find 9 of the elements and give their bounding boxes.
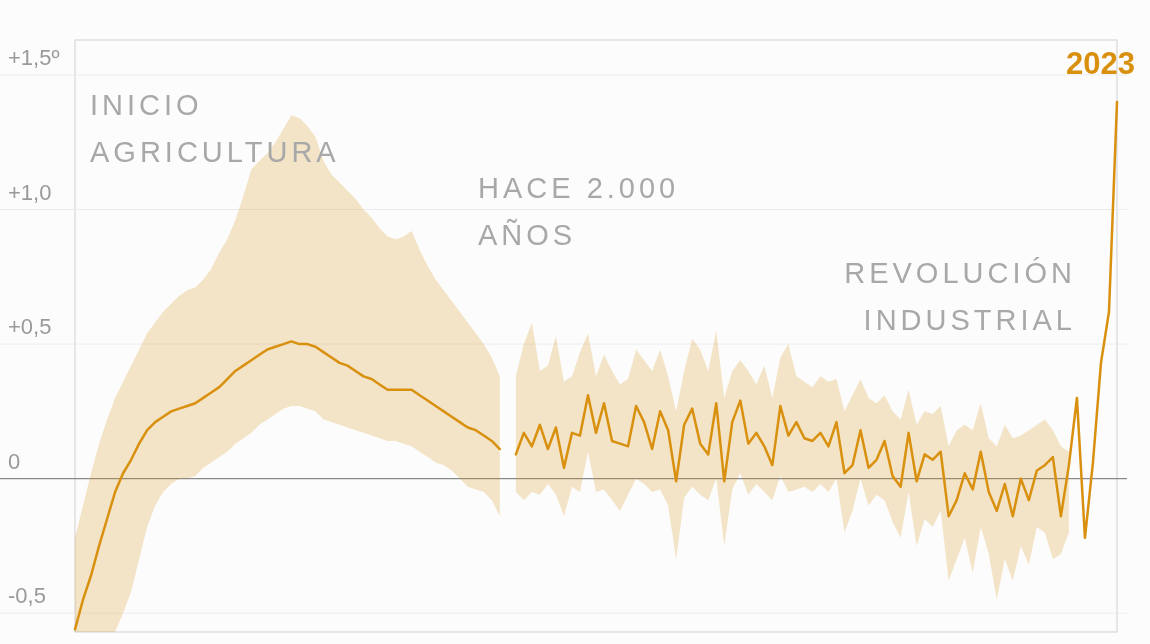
y-tick-label: -0,5: [8, 583, 46, 609]
y-tick-label: +1,0: [8, 179, 52, 205]
y-tick-label: +0,5: [8, 314, 52, 340]
annotation: REVOLUCIÓN INDUSTRIAL: [844, 257, 1076, 336]
annotation: HACE 2.000 AÑOS: [478, 172, 680, 251]
y-tick-label: +1,5º: [8, 44, 60, 70]
y-tick-label: 0: [8, 448, 21, 474]
annotation: 2023: [1066, 46, 1135, 81]
annotation: INICIO AGRICULTURA: [90, 89, 340, 168]
